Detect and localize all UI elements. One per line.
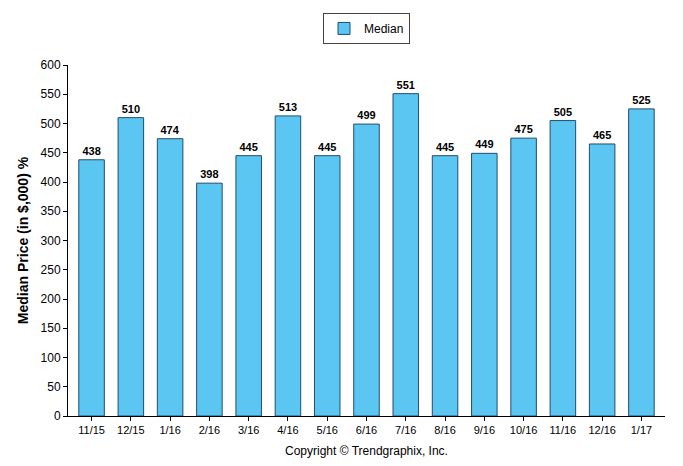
svg-text:449: 449	[475, 138, 493, 150]
svg-text:474: 474	[160, 124, 179, 136]
svg-text:2/16: 2/16	[199, 424, 220, 436]
svg-text:550: 550	[41, 87, 61, 101]
svg-text:350: 350	[41, 204, 61, 218]
svg-text:7/16: 7/16	[395, 424, 416, 436]
svg-text:250: 250	[41, 263, 61, 277]
svg-text:510: 510	[122, 103, 140, 115]
svg-text:50: 50	[47, 380, 61, 394]
svg-text:505: 505	[554, 106, 572, 118]
svg-text:10/16: 10/16	[510, 424, 538, 436]
svg-text:600: 600	[41, 58, 61, 72]
svg-text:200: 200	[41, 292, 61, 306]
svg-text:8/16: 8/16	[434, 424, 455, 436]
svg-text:9/16: 9/16	[474, 424, 495, 436]
svg-text:445: 445	[239, 141, 257, 153]
svg-text:12/16: 12/16	[588, 424, 616, 436]
svg-text:500: 500	[41, 117, 61, 131]
svg-text:445: 445	[436, 141, 454, 153]
svg-text:465: 465	[593, 129, 611, 141]
svg-text:450: 450	[41, 146, 61, 160]
svg-text:11/15: 11/15	[78, 424, 105, 436]
svg-text:400: 400	[41, 175, 61, 189]
svg-text:300: 300	[41, 234, 61, 248]
svg-text:3/16: 3/16	[238, 424, 259, 436]
svg-text:525: 525	[632, 94, 650, 106]
svg-text:513: 513	[279, 101, 297, 113]
svg-text:Copyright © Trendgraphix, Inc.: Copyright © Trendgraphix, Inc.	[285, 444, 448, 458]
svg-text:445: 445	[318, 141, 336, 153]
svg-text:100: 100	[41, 351, 61, 365]
svg-text:475: 475	[514, 123, 532, 135]
svg-text:12/15: 12/15	[117, 424, 145, 436]
svg-text:4/16: 4/16	[277, 424, 298, 436]
svg-text:499: 499	[357, 109, 375, 121]
svg-text:551: 551	[397, 79, 415, 91]
svg-text:Median Price (in $,000) %: Median Price (in $,000) %	[15, 156, 31, 324]
svg-text:6/16: 6/16	[356, 424, 377, 436]
svg-text:438: 438	[82, 145, 100, 157]
svg-text:1/17: 1/17	[631, 424, 652, 436]
svg-text:1/16: 1/16	[159, 424, 180, 436]
svg-text:Median: Median	[364, 22, 403, 36]
svg-text:5/16: 5/16	[317, 424, 338, 436]
svg-text:398: 398	[200, 168, 218, 180]
svg-text:11/16: 11/16	[550, 424, 577, 436]
svg-text:150: 150	[41, 321, 61, 335]
svg-text:0: 0	[54, 409, 61, 423]
